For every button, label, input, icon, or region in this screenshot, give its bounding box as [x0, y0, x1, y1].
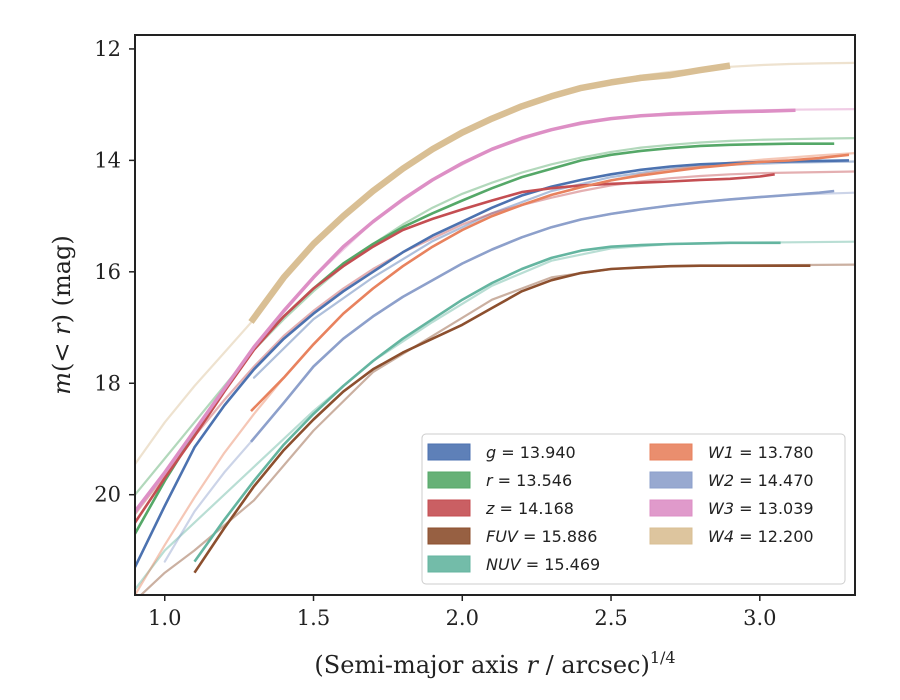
series-w1-line [250, 153, 850, 413]
y-axis-label: m(< r) (mag) [48, 235, 76, 395]
x-tick-label: 2.5 [594, 606, 627, 630]
axis-labels: (Semi-major axis r / arcsec)1/4 m(< r) (… [48, 235, 676, 679]
legend-swatch-w4 [649, 527, 693, 545]
series-layer [135, 61, 855, 595]
legend-label-fuv: FUV = 15.886 [486, 527, 597, 546]
legend-box [421, 433, 846, 585]
legend-swatch-w1 [649, 443, 693, 461]
series-nuv-line [193, 241, 781, 563]
y-tick-label: 14 [94, 148, 121, 172]
legend-label-r: r = 13.546 [486, 471, 572, 490]
x-tick-label: 2.0 [446, 606, 479, 630]
legend-swatch-z [427, 499, 471, 517]
legend-label-w3: W3 = 13.039 [708, 499, 814, 518]
legend: g = 13.940 r = 13.546 z = 14.168 FUV = 15.8… [421, 433, 846, 585]
y-tick-label: 20 [94, 483, 121, 507]
x-tick-label: 3.0 [743, 606, 776, 630]
series-w2-line [250, 189, 835, 443]
legend-label-z: z = 14.168 [485, 499, 574, 518]
series-g-line [135, 159, 850, 568]
legend-swatch-w2 [649, 471, 693, 489]
legend-swatch-w3 [649, 499, 693, 517]
series-z-model-line [135, 170, 855, 516]
ticks-layer: 1.0 1.5 2.0 2.5 3.0 12 14 16 18 20 [94, 37, 776, 630]
x-axis-label: (Semi-major axis r / arcsec)1/4 [314, 648, 675, 679]
legend-label-w1: W1 = 13.780 [708, 443, 814, 462]
legend-label-w4: W4 = 12.200 [708, 527, 814, 546]
legend-swatch-r [427, 471, 471, 489]
legend-label-g: g = 13.940 [486, 443, 576, 462]
series-fuv-line [193, 264, 811, 574]
legend-swatch-fuv [427, 527, 471, 545]
y-tick-label: 12 [94, 37, 121, 61]
y-tick-label: 18 [94, 371, 121, 395]
x-tick-label: 1.0 [148, 606, 181, 630]
plot-frame [134, 34, 856, 596]
series-w4-line [248, 62, 731, 324]
legend-swatch-nuv [427, 555, 471, 573]
legend-label-w2: W2 = 14.470 [708, 471, 814, 490]
legend-swatch-g [427, 443, 471, 461]
x-tick-label: 1.5 [297, 606, 330, 630]
y-tick-label: 16 [94, 260, 121, 284]
legend-label-nuv: NUV = 15.469 [486, 555, 600, 574]
series-w3-line [135, 108, 796, 513]
